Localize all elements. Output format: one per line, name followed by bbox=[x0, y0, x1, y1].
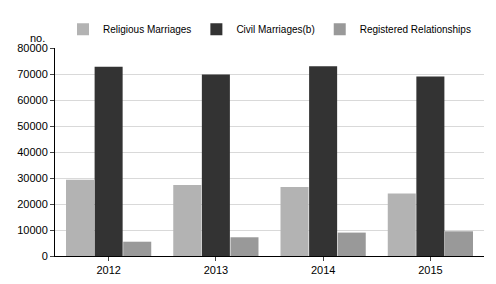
svg-text:40000: 40000 bbox=[17, 146, 48, 158]
svg-text:80000: 80000 bbox=[17, 42, 48, 54]
svg-text:70000: 70000 bbox=[17, 68, 48, 80]
svg-text:10000: 10000 bbox=[17, 224, 48, 236]
svg-text:2013: 2013 bbox=[204, 264, 228, 276]
svg-text:Registered Relationships: Registered Relationships bbox=[360, 24, 471, 35]
svg-text:no.: no. bbox=[30, 32, 45, 44]
svg-text:20000: 20000 bbox=[17, 198, 48, 210]
svg-text:60000: 60000 bbox=[17, 94, 48, 106]
svg-text:Civil Marriages(b): Civil Marriages(b) bbox=[236, 24, 314, 35]
svg-text:0: 0 bbox=[42, 250, 48, 262]
svg-text:2015: 2015 bbox=[418, 264, 442, 276]
svg-text:30000: 30000 bbox=[17, 172, 48, 184]
svg-text:50000: 50000 bbox=[17, 120, 48, 132]
svg-text:Religious Marriages: Religious Marriages bbox=[103, 24, 191, 35]
svg-text:2012: 2012 bbox=[96, 264, 120, 276]
svg-text:2014: 2014 bbox=[311, 264, 335, 276]
